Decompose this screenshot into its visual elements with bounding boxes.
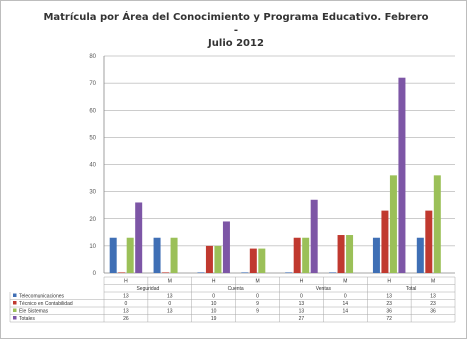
legend-key xyxy=(13,293,17,297)
bar xyxy=(153,237,161,273)
table-cell: 0 xyxy=(256,294,259,300)
table-cell: 10 xyxy=(211,309,217,315)
table-cell: 0 xyxy=(125,301,128,307)
table-cell: 0 xyxy=(168,301,171,307)
bar xyxy=(222,221,230,273)
legend-key xyxy=(13,316,17,320)
bar xyxy=(109,237,117,273)
table-cell: 72 xyxy=(386,316,392,322)
table-cell: 13 xyxy=(386,294,392,300)
bar xyxy=(433,175,441,273)
table-series-label: Totales xyxy=(19,316,35,322)
table-cell: 26 xyxy=(123,316,129,322)
bar xyxy=(249,248,257,273)
y-tick-label: 30 xyxy=(89,190,96,196)
bar xyxy=(118,272,126,273)
x-sub-label: H xyxy=(300,279,304,285)
table-cell: 23 xyxy=(386,301,392,307)
y-tick-label: 10 xyxy=(89,244,96,250)
y-tick-label: 70 xyxy=(89,81,96,87)
legend-key xyxy=(13,308,17,312)
x-sub-label: H xyxy=(212,279,216,285)
x-sub-label: M xyxy=(431,279,435,285)
bar xyxy=(372,237,380,273)
y-tick-label: 0 xyxy=(93,271,97,277)
chart-title: Matrícula por Área del Conocimiento y Pr… xyxy=(41,11,431,50)
bar xyxy=(389,175,397,273)
bar xyxy=(293,237,301,273)
table-series-label: Técnico en Contabilidad xyxy=(19,301,73,307)
chart-title-line-2: Julio 2012 xyxy=(208,38,264,49)
bar xyxy=(310,199,318,273)
table-cell: 14 xyxy=(343,301,349,307)
table-cell: 23 xyxy=(430,301,436,307)
table-cell: 36 xyxy=(386,309,392,315)
x-sub-label: M xyxy=(255,279,259,285)
x-sub-label: H xyxy=(124,279,128,285)
table-cell: 0 xyxy=(344,294,347,300)
x-sub-label: H xyxy=(387,279,391,285)
table-cell: 0 xyxy=(212,294,215,300)
table-cell: 9 xyxy=(256,309,259,315)
y-tick-label: 40 xyxy=(89,163,96,169)
bar xyxy=(398,77,406,273)
bar xyxy=(416,237,424,273)
table-series-label: Ele Sistemas xyxy=(19,309,49,315)
table-cell: 13 xyxy=(123,309,129,315)
table-cell: 27 xyxy=(299,316,305,322)
x-group-label: Cuenta xyxy=(228,286,244,292)
table-cell: 14 xyxy=(343,309,349,315)
chart-title-line-1: Matrícula por Área del Conocimiento y Pr… xyxy=(43,12,429,36)
table-cell: 13 xyxy=(123,294,129,300)
bar xyxy=(205,245,213,273)
x-group-label: Total xyxy=(406,286,417,292)
bar xyxy=(162,272,170,273)
table-cell: 36 xyxy=(430,309,436,315)
bar xyxy=(135,202,143,273)
table-cell: 19 xyxy=(211,316,217,322)
bar xyxy=(425,210,433,273)
bar xyxy=(241,272,249,273)
x-group-label: Seguridad xyxy=(136,286,159,292)
bar xyxy=(302,237,310,273)
table-cell: 0 xyxy=(300,294,303,300)
table-cell: 13 xyxy=(299,301,305,307)
table-cell: 10 xyxy=(211,301,217,307)
y-tick-label: 50 xyxy=(89,135,96,141)
table-cell: 13 xyxy=(167,294,173,300)
legend-key xyxy=(13,301,17,305)
bar xyxy=(126,237,134,273)
bar xyxy=(258,248,266,273)
bar xyxy=(337,235,345,273)
y-tick-label: 20 xyxy=(89,217,96,223)
bar xyxy=(346,235,354,273)
table-cell: 13 xyxy=(167,309,173,315)
x-sub-label: M xyxy=(343,279,347,285)
bar xyxy=(329,272,337,273)
x-group-label: Ventas xyxy=(316,286,332,292)
x-sub-label: M xyxy=(168,279,172,285)
bar xyxy=(285,272,293,273)
table-cell: 13 xyxy=(430,294,436,300)
y-tick-label: 80 xyxy=(89,54,96,60)
y-tick-label: 60 xyxy=(89,108,96,114)
table-series-label: Telecomunicaciones xyxy=(19,294,65,300)
bar xyxy=(197,272,205,273)
bar xyxy=(381,210,389,273)
table-cell: 13 xyxy=(299,309,305,315)
table-cell: 9 xyxy=(256,301,259,307)
bar xyxy=(170,237,178,273)
bar xyxy=(214,245,222,273)
